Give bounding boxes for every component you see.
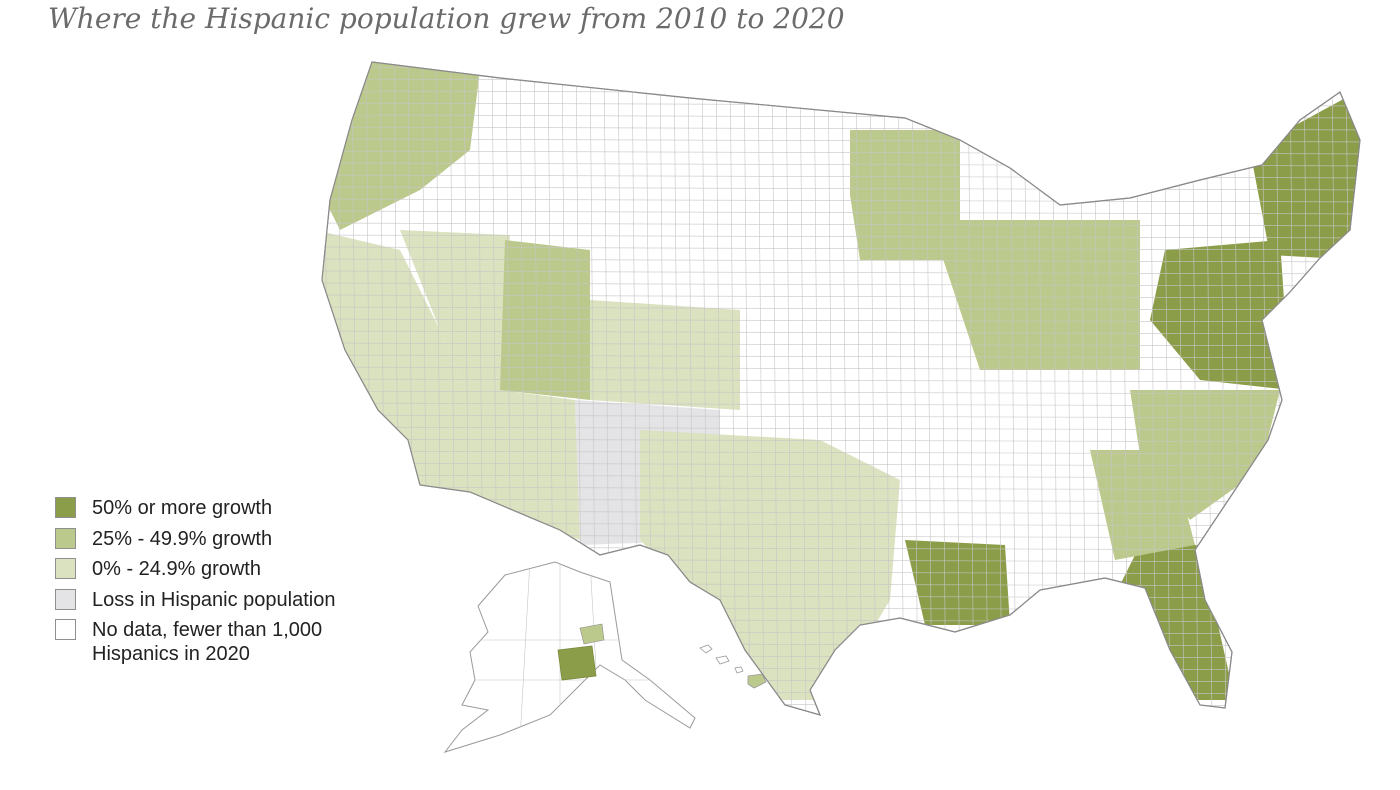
legend-label-mid: 25% - 49.9% growth [92, 527, 272, 551]
legend-swatch-low [55, 558, 76, 579]
region-dakotas [700, 110, 850, 290]
legend-item-mid: 25% - 49.9% growth [55, 527, 336, 559]
region-louisiana [905, 540, 1010, 625]
legend-swatch-none [55, 619, 76, 640]
us-border [321, 61, 1361, 716]
region-minnesota [840, 130, 960, 260]
legend-item-high: 50% or more growth [55, 497, 336, 528]
legend-item-low: 0% - 24.9% growth [55, 558, 336, 589]
legend-label-loss: Loss in Hispanic population [92, 588, 336, 612]
region-california [322, 230, 470, 500]
legend: 50% or more growth 25% - 49.9% growth 0% -… [55, 497, 336, 665]
legend-swatch-mid [55, 527, 76, 549]
legend-label-line: Loss in Hispanic population [92, 588, 336, 611]
legend-label-line: No data, fewer than 1,000 [92, 619, 323, 641]
legend-label-line: Hispanics in 2020 [92, 643, 250, 665]
map-title: Where the Hispanic population grew from … [48, 2, 845, 35]
legend-item-none: No data, fewer than 1,000 Hispanics in 20… [55, 619, 336, 665]
legend-label-line: 50% or more growth [92, 497, 273, 519]
legend-item-loss: Loss in Hispanic population [55, 588, 336, 620]
legend-label-low: 0% - 24.9% growth [92, 557, 261, 581]
islands [699, 644, 767, 689]
legend-label-high: 50% or more growth [92, 496, 272, 520]
alaska-high-growth-borough [557, 645, 597, 681]
region-great-lakes [930, 220, 1140, 370]
region-mid-atlantic [1150, 240, 1290, 390]
legend-swatch-high [55, 497, 76, 518]
legend-label-none: No data, fewer than 1,000 Hispanics in 20… [92, 618, 322, 666]
region-arizona [465, 385, 580, 540]
region-nevada [400, 230, 510, 400]
region-texas [640, 430, 900, 700]
legend-swatch-loss [55, 588, 76, 610]
legend-label-line: 25% - 49.9% growth [92, 527, 273, 550]
region-colorado [590, 300, 740, 410]
alaska-mid-growth-borough [579, 623, 605, 645]
region-florida [1120, 545, 1235, 700]
legend-label-line: 0% - 24.9% growth [92, 558, 261, 580]
